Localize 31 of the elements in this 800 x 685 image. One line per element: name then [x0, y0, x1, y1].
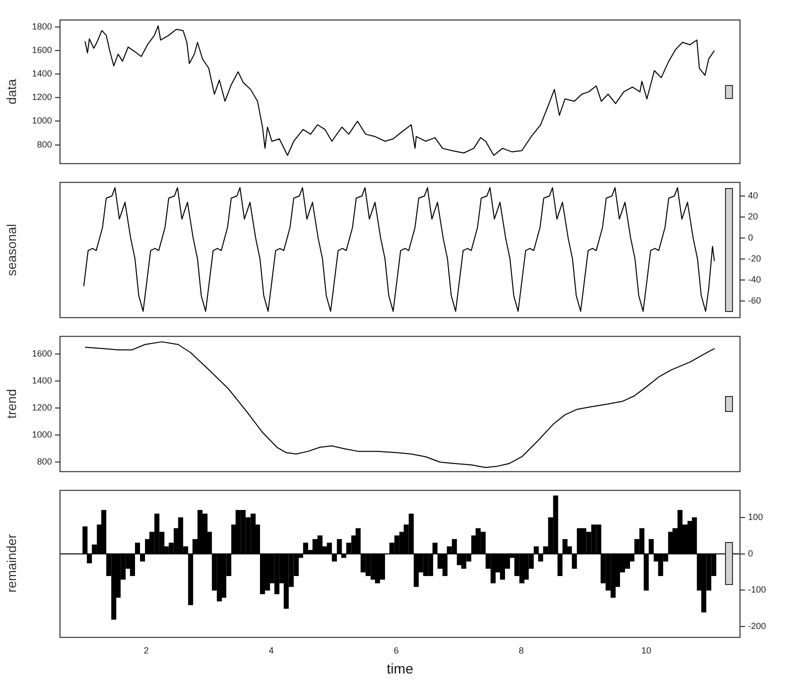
x-axis-title: time	[386, 660, 414, 676]
y-tick-label: -100	[748, 584, 766, 595]
x-tick-label: 4	[268, 645, 274, 656]
y-axis-title: data	[4, 79, 19, 105]
y-axis-title: remainder	[4, 534, 19, 593]
y-tick-label: 40	[748, 190, 758, 201]
y-tick-label: 1400	[32, 68, 52, 79]
y-tick-label: -40	[748, 274, 762, 284]
y-tick-label: 1600	[32, 348, 52, 358]
y-tick-label: 0	[748, 548, 754, 558]
y-tick-label: 0	[748, 232, 754, 242]
y-tick-label: 1200	[32, 92, 52, 102]
x-tick-label: 10	[641, 645, 652, 656]
y-tick-label: 1000	[32, 116, 52, 126]
x-tick-label: 2	[144, 645, 149, 656]
y-tick-label: 800	[36, 139, 52, 150]
y-tick-label: -200	[748, 620, 766, 631]
y-tick-label: 1800	[32, 22, 52, 32]
y-tick-label: 100	[748, 512, 764, 522]
x-tick-label: 6	[394, 645, 399, 656]
y-tick-label: -60	[748, 295, 762, 306]
y-tick-label: -20	[748, 253, 762, 264]
x-tick-label: 8	[518, 645, 524, 656]
y-axis-title: trend	[4, 389, 19, 419]
y-tick-label: 1200	[32, 402, 52, 413]
y-tick-label: 800	[36, 456, 52, 467]
y-tick-label: 1400	[32, 376, 52, 386]
y-axis-title: seasonal	[4, 224, 19, 276]
y-tick-label: 1600	[32, 45, 52, 56]
y-tick-label: 20	[748, 211, 758, 222]
y-tick-label: 1000	[32, 430, 52, 440]
